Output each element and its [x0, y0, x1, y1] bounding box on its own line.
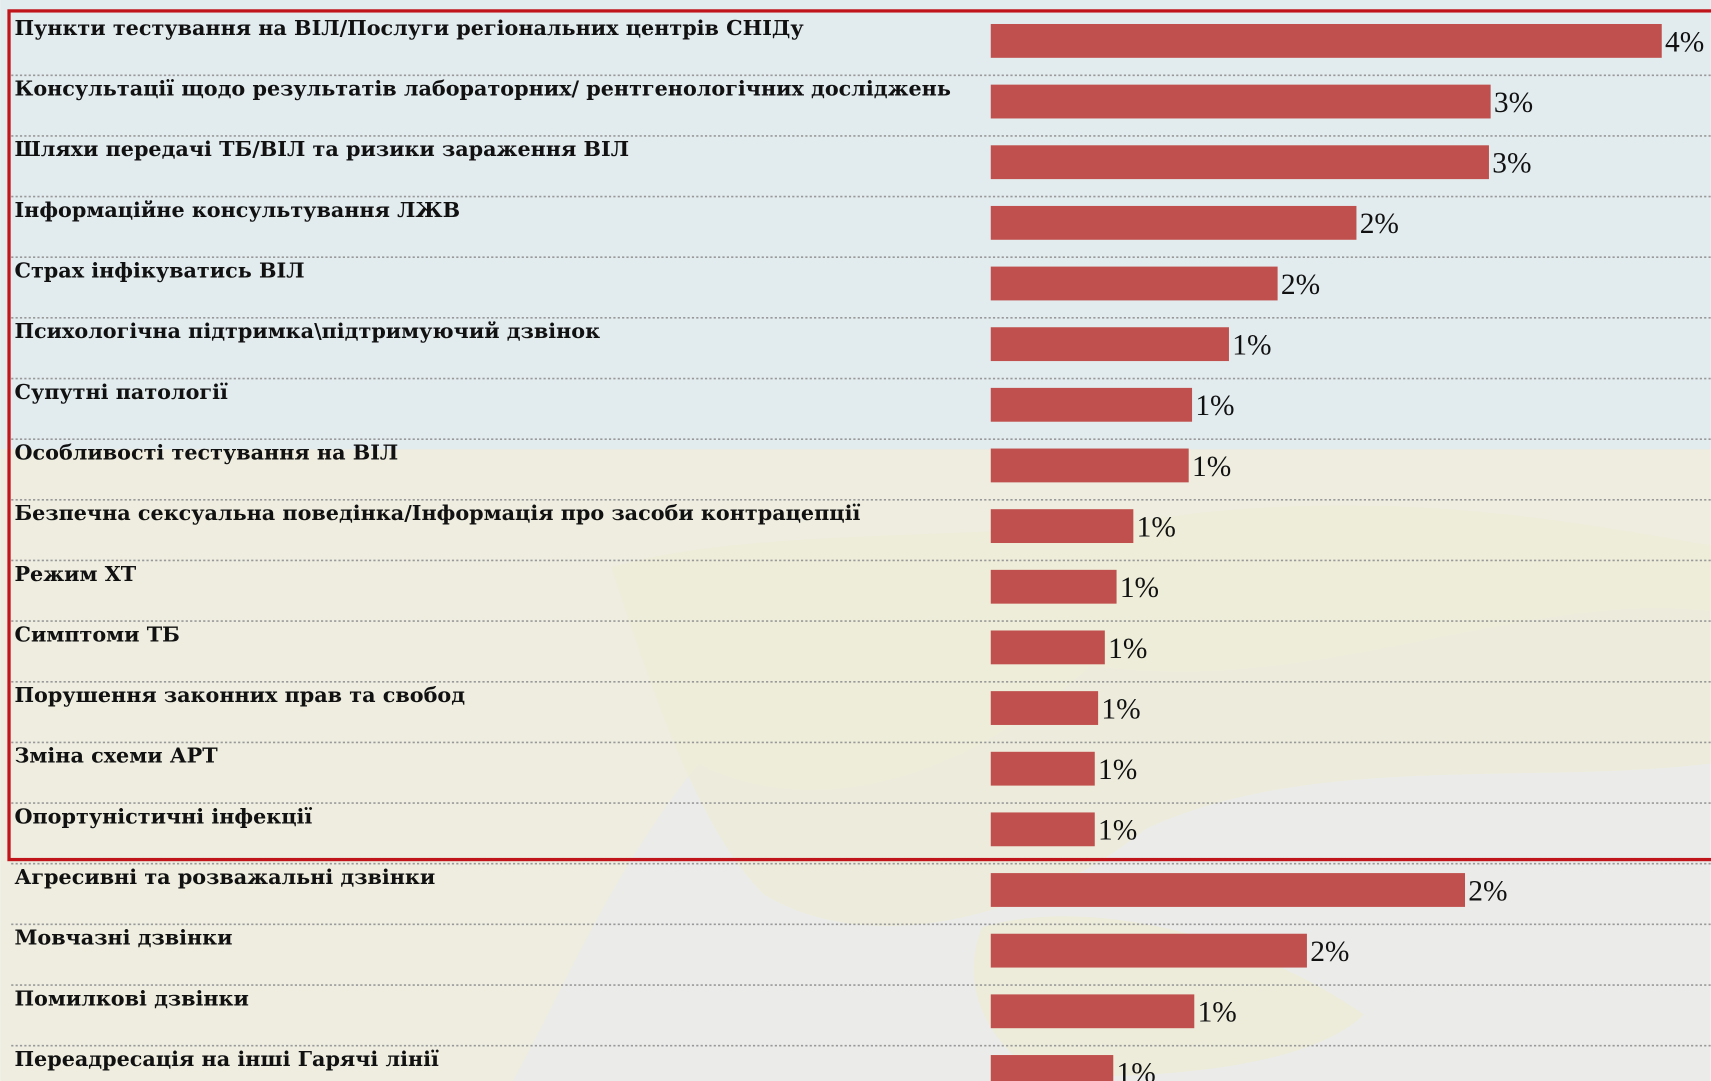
bar — [990, 327, 1229, 362]
value-label: 1% — [1120, 572, 1159, 604]
value-label: 1% — [1117, 1057, 1156, 1081]
category-label: Інформаційне консультування ЛЖВ — [14, 198, 460, 222]
bar — [990, 509, 1134, 544]
category-label: Особливості тестування на ВІЛ — [14, 440, 398, 464]
value-label: 1% — [1198, 997, 1237, 1029]
bar — [990, 205, 1357, 240]
value-label: 4% — [1665, 26, 1704, 58]
bar — [990, 569, 1117, 604]
value-label: 2% — [1360, 208, 1399, 240]
bar — [990, 1055, 1114, 1081]
map-shape — [611, 505, 1711, 926]
value-label: 2% — [1468, 875, 1507, 907]
value-label: 2% — [1281, 269, 1320, 301]
bar — [990, 751, 1095, 786]
category-label: Пункти тестування на ВІЛ/Послуги регіона… — [14, 16, 804, 40]
bar — [990, 630, 1105, 665]
rows: Пункти тестування на ВІЛ/Послуги регіона… — [11, 16, 1711, 1081]
category-label: Безпечна сексуальна поведінка/Інформація… — [14, 501, 860, 525]
value-label: 1% — [1232, 330, 1271, 362]
category-label: Помилкові дзвінки — [14, 986, 248, 1010]
category-label: Режим ХТ — [14, 562, 136, 586]
value-label: 1% — [1195, 390, 1234, 422]
highlight-box — [7, 9, 1711, 862]
category-label: Мовчазні дзвінки — [14, 926, 232, 950]
category-label: Страх інфікуватись ВІЛ — [14, 259, 304, 283]
bar — [990, 933, 1307, 968]
category-label: Порушення законних прав та свобод — [14, 683, 465, 707]
bar — [990, 691, 1099, 725]
value-label: 1% — [1101, 693, 1140, 725]
category-label: Зміна схеми АРТ — [14, 744, 218, 768]
category-label: Переадресація на інші Гарячі лінії — [14, 1047, 439, 1071]
bar — [990, 266, 1278, 301]
value-label: 1% — [1098, 815, 1137, 847]
bar — [990, 812, 1095, 847]
category-label: Агресивні та розважальні дзвінки — [14, 865, 435, 889]
value-label: 1% — [1098, 754, 1137, 786]
category-label: Опортуністичні інфекції — [14, 804, 312, 828]
bar — [990, 84, 1491, 119]
value-label: 3% — [1494, 87, 1533, 119]
background-top — [0, 0, 1711, 450]
category-label: Супутні патології — [14, 380, 228, 404]
bar — [990, 23, 1662, 58]
value-label: 3% — [1492, 148, 1531, 180]
category-label: Шляхи передачі ТБ/ВІЛ та ризики зараженн… — [14, 137, 629, 161]
value-label: 2% — [1310, 936, 1349, 968]
bar — [990, 873, 1466, 907]
category-label: Консультації щодо результатів лабораторн… — [14, 77, 950, 101]
value-label: 1% — [1137, 511, 1176, 543]
bar — [990, 448, 1189, 483]
value-label: 1% — [1192, 451, 1231, 483]
bar — [990, 387, 1193, 422]
bar — [990, 145, 1489, 180]
value-label: 1% — [1108, 633, 1147, 665]
category-label: Психологічна підтримка\підтримуючий дзві… — [14, 319, 600, 343]
category-label: Симптоми ТБ — [14, 622, 179, 646]
bar — [990, 994, 1195, 1029]
